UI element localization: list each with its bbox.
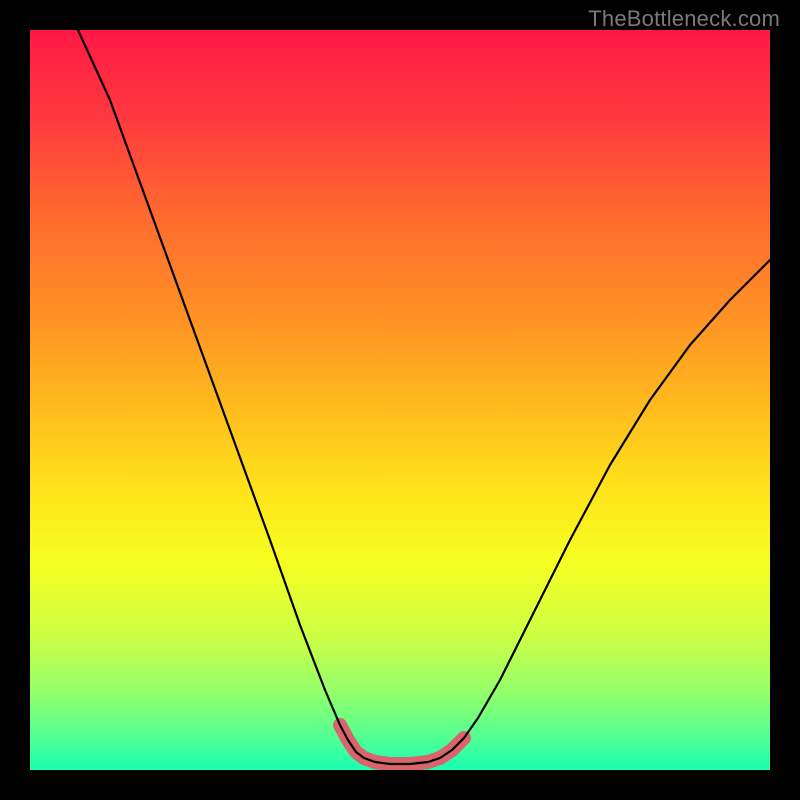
watermark-text: TheBottleneck.com — [588, 6, 780, 32]
gradient-background — [30, 30, 770, 770]
plot-svg — [30, 30, 770, 770]
chart-frame: TheBottleneck.com — [0, 0, 800, 800]
plot-area — [30, 30, 770, 770]
